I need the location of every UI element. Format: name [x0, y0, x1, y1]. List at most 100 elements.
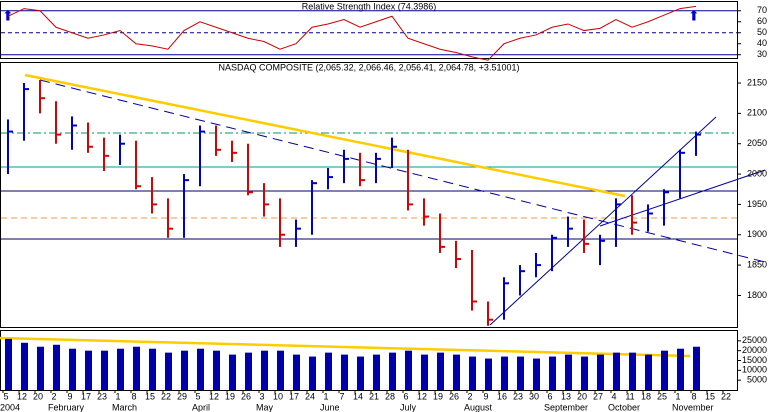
month-label: March — [112, 402, 137, 412]
x-tick-label: 12 — [209, 391, 219, 401]
volume-bar — [549, 356, 556, 390]
rsi-frame — [0, 1, 738, 59]
volume-bar — [101, 350, 108, 390]
x-tick-label: 23 — [513, 391, 523, 401]
volume-bar — [53, 344, 60, 390]
volume-bar — [421, 354, 428, 390]
y-tick-label: 50 — [757, 27, 767, 37]
rsi-line — [7, 5, 697, 61]
volume-bar — [309, 356, 316, 390]
x-tick-label: 5 — [3, 391, 8, 401]
volume-bar — [501, 356, 508, 390]
x-tick-label: 10 — [273, 391, 283, 401]
x-tick-label: 5 — [195, 391, 200, 401]
x-tick-label: 26 — [449, 391, 459, 401]
volume-bar — [597, 354, 604, 390]
x-tick-label: 6 — [547, 391, 552, 401]
volume-bar — [517, 356, 524, 390]
month-label: September — [544, 402, 588, 412]
volume-bar — [213, 350, 220, 390]
x-tick-label: 8 — [691, 391, 696, 401]
x-tick-label: 19 — [433, 391, 443, 401]
y-tick-label: 20000 — [742, 345, 767, 355]
volume-bar — [21, 342, 28, 390]
rsi-title: Relative Strength Index (74.3986) — [302, 1, 437, 11]
x-tick-label: 17 — [289, 391, 299, 401]
x-tick-label: 14 — [353, 391, 363, 401]
month-label: October — [608, 402, 640, 412]
x-tick-label: 1 — [323, 391, 328, 401]
month-label: April — [192, 402, 210, 412]
x-tick-label: 3 — [259, 391, 264, 401]
x-tick-label: 7 — [339, 391, 344, 401]
x-tick-label: 19 — [225, 391, 235, 401]
x-tick-label: 15 — [145, 391, 155, 401]
x-tick-label: 28 — [385, 391, 395, 401]
x-tick-label: 30 — [529, 391, 539, 401]
x-tick-label: 15 — [705, 391, 715, 401]
volume-bar — [645, 354, 652, 390]
volume-bar — [533, 358, 540, 390]
y-tick-label: 1950 — [747, 199, 767, 209]
month-label: May — [256, 402, 274, 412]
y-tick-label: 1800 — [747, 290, 767, 300]
volume-bar — [261, 350, 268, 390]
x-tick-label: 26 — [241, 391, 251, 401]
y-tick-label: 2050 — [747, 138, 767, 148]
x-tick-label: 24 — [305, 391, 315, 401]
month-label: February — [48, 402, 85, 412]
x-tick-label: 22 — [721, 391, 731, 401]
x-tick-label: 25 — [657, 391, 667, 401]
volume-bar — [5, 338, 12, 390]
volume-bar — [469, 356, 476, 390]
volume-bar — [693, 346, 700, 390]
volume-bar — [117, 348, 124, 390]
x-tick-label: 20 — [577, 391, 587, 401]
volume-bar — [373, 354, 380, 390]
volume-bar — [485, 358, 492, 390]
y-tick-label: 30 — [757, 49, 767, 59]
x-tick-label: 11 — [625, 391, 634, 401]
volume-bar — [69, 348, 76, 390]
x-tick-label: 2 — [51, 391, 56, 401]
trend-line — [599, 169, 766, 227]
volume-bar — [245, 352, 252, 390]
x-tick-label: 9 — [483, 391, 488, 401]
x-tick-label: 13 — [561, 391, 571, 401]
x-tick-label: 6 — [403, 391, 408, 401]
x-tick-label: 12 — [417, 391, 427, 401]
volume-bar — [357, 356, 364, 390]
volume-bar — [405, 350, 412, 390]
volume-bar — [197, 348, 204, 390]
y-tick-label: 1850 — [747, 259, 767, 269]
price-title: NASDAQ COMPOSITE (2,065.32, 2,066.46, 2,… — [219, 62, 520, 72]
volume-bar — [453, 354, 460, 390]
month-label: July — [400, 402, 417, 412]
x-tick-label: 2 — [467, 391, 472, 401]
x-tick-label: 20 — [33, 391, 43, 401]
volume-bar — [293, 354, 300, 390]
x-tick-label: 1 — [675, 391, 680, 401]
volume-bar — [325, 352, 332, 390]
y-tick-label: 15000 — [742, 355, 767, 365]
y-tick-label: 2000 — [747, 168, 767, 178]
volume-bar — [613, 352, 620, 390]
month-label: August — [464, 402, 493, 412]
month-label: 2004 — [0, 402, 20, 412]
x-tick-label: 18 — [641, 391, 651, 401]
trend-line — [39, 79, 766, 263]
price-frame — [0, 62, 738, 328]
volume-bar — [629, 352, 636, 390]
x-tick-label: 23 — [97, 391, 107, 401]
volume-bar — [565, 354, 572, 390]
x-tick-label: 9 — [67, 391, 72, 401]
y-tick-label: 60 — [757, 16, 767, 26]
y-tick-label: 5000 — [747, 375, 767, 385]
volume-bar — [133, 346, 140, 390]
x-tick-label: 4 — [611, 391, 616, 401]
arrow-icon: ⬆ — [2, 8, 14, 24]
x-tick-label: 21 — [369, 391, 379, 401]
x-tick-label: 12 — [17, 391, 27, 401]
month-label: June — [320, 402, 340, 412]
